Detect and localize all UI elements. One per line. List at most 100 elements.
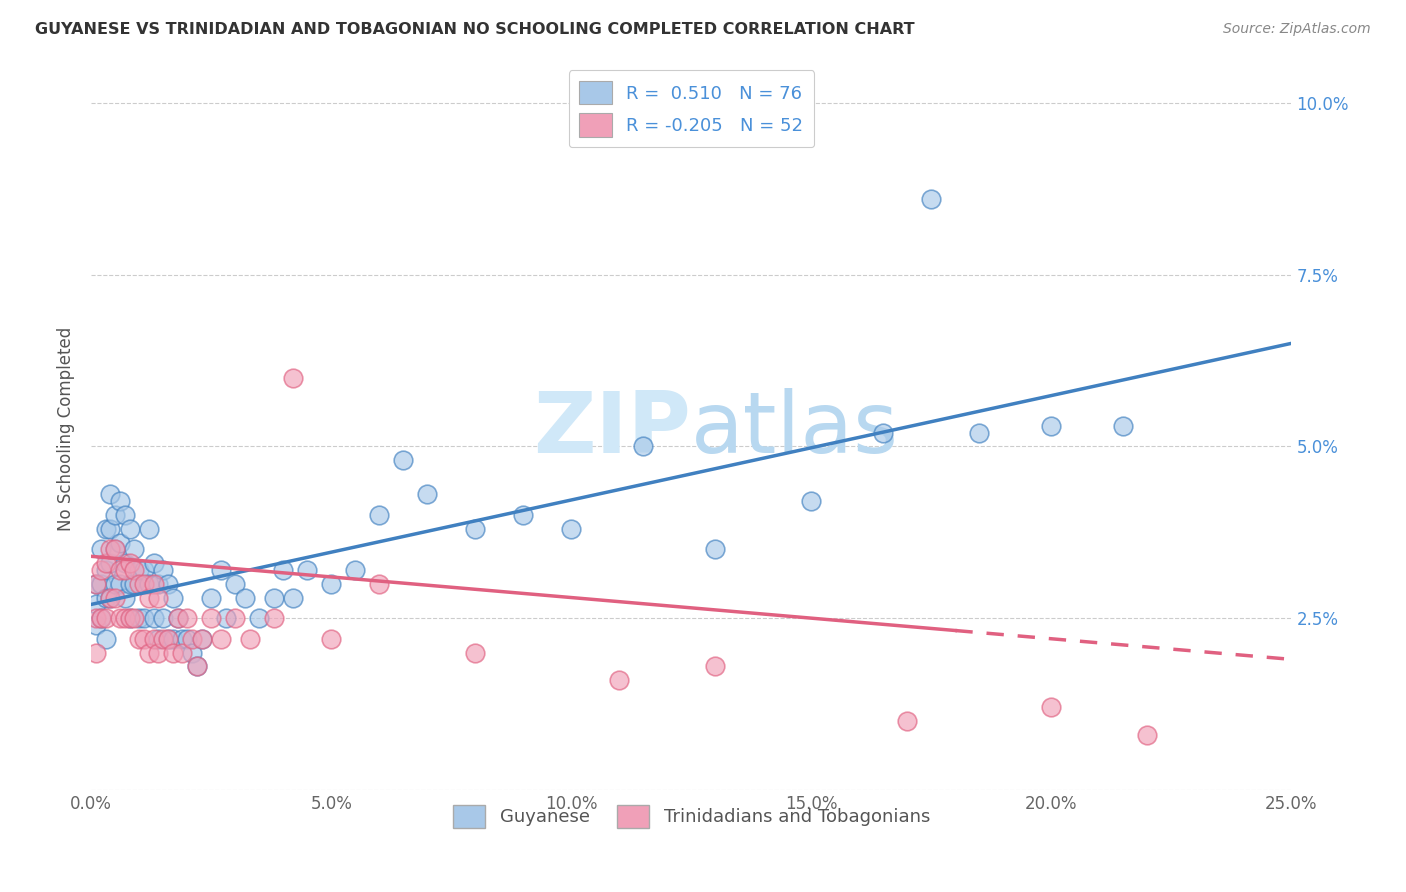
Point	[124, 576, 146, 591]
Point	[156, 576, 179, 591]
Point	[1040, 418, 1063, 433]
Point	[142, 611, 165, 625]
Point	[114, 556, 136, 570]
Point	[142, 632, 165, 646]
Text: atlas: atlas	[692, 388, 900, 471]
Point	[94, 632, 117, 646]
Point	[98, 591, 121, 605]
Point	[108, 563, 131, 577]
Point	[800, 494, 823, 508]
Point	[368, 508, 391, 522]
Point	[98, 542, 121, 557]
Point	[84, 618, 107, 632]
Point	[704, 542, 727, 557]
Point	[464, 646, 486, 660]
Point	[108, 494, 131, 508]
Point	[94, 522, 117, 536]
Point	[98, 591, 121, 605]
Point	[263, 591, 285, 605]
Point	[98, 556, 121, 570]
Point	[108, 576, 131, 591]
Point	[247, 611, 270, 625]
Point	[132, 563, 155, 577]
Point	[896, 714, 918, 729]
Point	[104, 542, 127, 557]
Point	[704, 659, 727, 673]
Point	[560, 522, 582, 536]
Point	[132, 632, 155, 646]
Point	[90, 576, 112, 591]
Point	[98, 487, 121, 501]
Point	[209, 563, 232, 577]
Point	[84, 646, 107, 660]
Y-axis label: No Schooling Completed: No Schooling Completed	[58, 327, 75, 532]
Point	[138, 591, 160, 605]
Point	[368, 576, 391, 591]
Point	[118, 556, 141, 570]
Point	[104, 591, 127, 605]
Point	[98, 522, 121, 536]
Point	[90, 542, 112, 557]
Point	[132, 611, 155, 625]
Point	[1136, 728, 1159, 742]
Point	[104, 542, 127, 557]
Point	[162, 591, 184, 605]
Point	[104, 508, 127, 522]
Point	[233, 591, 256, 605]
Point	[392, 453, 415, 467]
Point	[166, 611, 188, 625]
Point	[321, 632, 343, 646]
Point	[1112, 418, 1135, 433]
Point	[295, 563, 318, 577]
Point	[128, 576, 150, 591]
Point	[114, 563, 136, 577]
Point	[872, 425, 894, 440]
Point	[200, 591, 222, 605]
Point	[114, 591, 136, 605]
Point	[142, 576, 165, 591]
Point	[118, 522, 141, 536]
Point	[90, 563, 112, 577]
Point	[186, 659, 208, 673]
Text: Source: ZipAtlas.com: Source: ZipAtlas.com	[1223, 22, 1371, 37]
Point	[190, 632, 212, 646]
Point	[94, 556, 117, 570]
Point	[90, 611, 112, 625]
Point	[607, 673, 630, 687]
Point	[181, 632, 204, 646]
Point	[281, 591, 304, 605]
Point	[142, 556, 165, 570]
Point	[148, 632, 170, 646]
Point	[321, 576, 343, 591]
Point	[148, 576, 170, 591]
Point	[124, 542, 146, 557]
Point	[84, 576, 107, 591]
Point	[148, 591, 170, 605]
Point	[271, 563, 294, 577]
Point	[281, 370, 304, 384]
Point	[209, 632, 232, 646]
Text: GUYANESE VS TRINIDADIAN AND TOBAGONIAN NO SCHOOLING COMPLETED CORRELATION CHART: GUYANESE VS TRINIDADIAN AND TOBAGONIAN N…	[35, 22, 915, 37]
Point	[1040, 700, 1063, 714]
Point	[128, 563, 150, 577]
Point	[94, 591, 117, 605]
Point	[94, 563, 117, 577]
Point	[224, 576, 246, 591]
Point	[148, 646, 170, 660]
Point	[190, 632, 212, 646]
Point	[969, 425, 991, 440]
Point	[152, 611, 174, 625]
Point	[108, 611, 131, 625]
Point	[162, 632, 184, 646]
Point	[156, 632, 179, 646]
Point	[152, 563, 174, 577]
Point	[124, 563, 146, 577]
Point	[128, 632, 150, 646]
Point	[166, 611, 188, 625]
Legend: Guyanese, Trinidadians and Tobagonians: Guyanese, Trinidadians and Tobagonians	[446, 797, 938, 835]
Point	[214, 611, 236, 625]
Point	[176, 611, 198, 625]
Point	[263, 611, 285, 625]
Point	[90, 611, 112, 625]
Point	[464, 522, 486, 536]
